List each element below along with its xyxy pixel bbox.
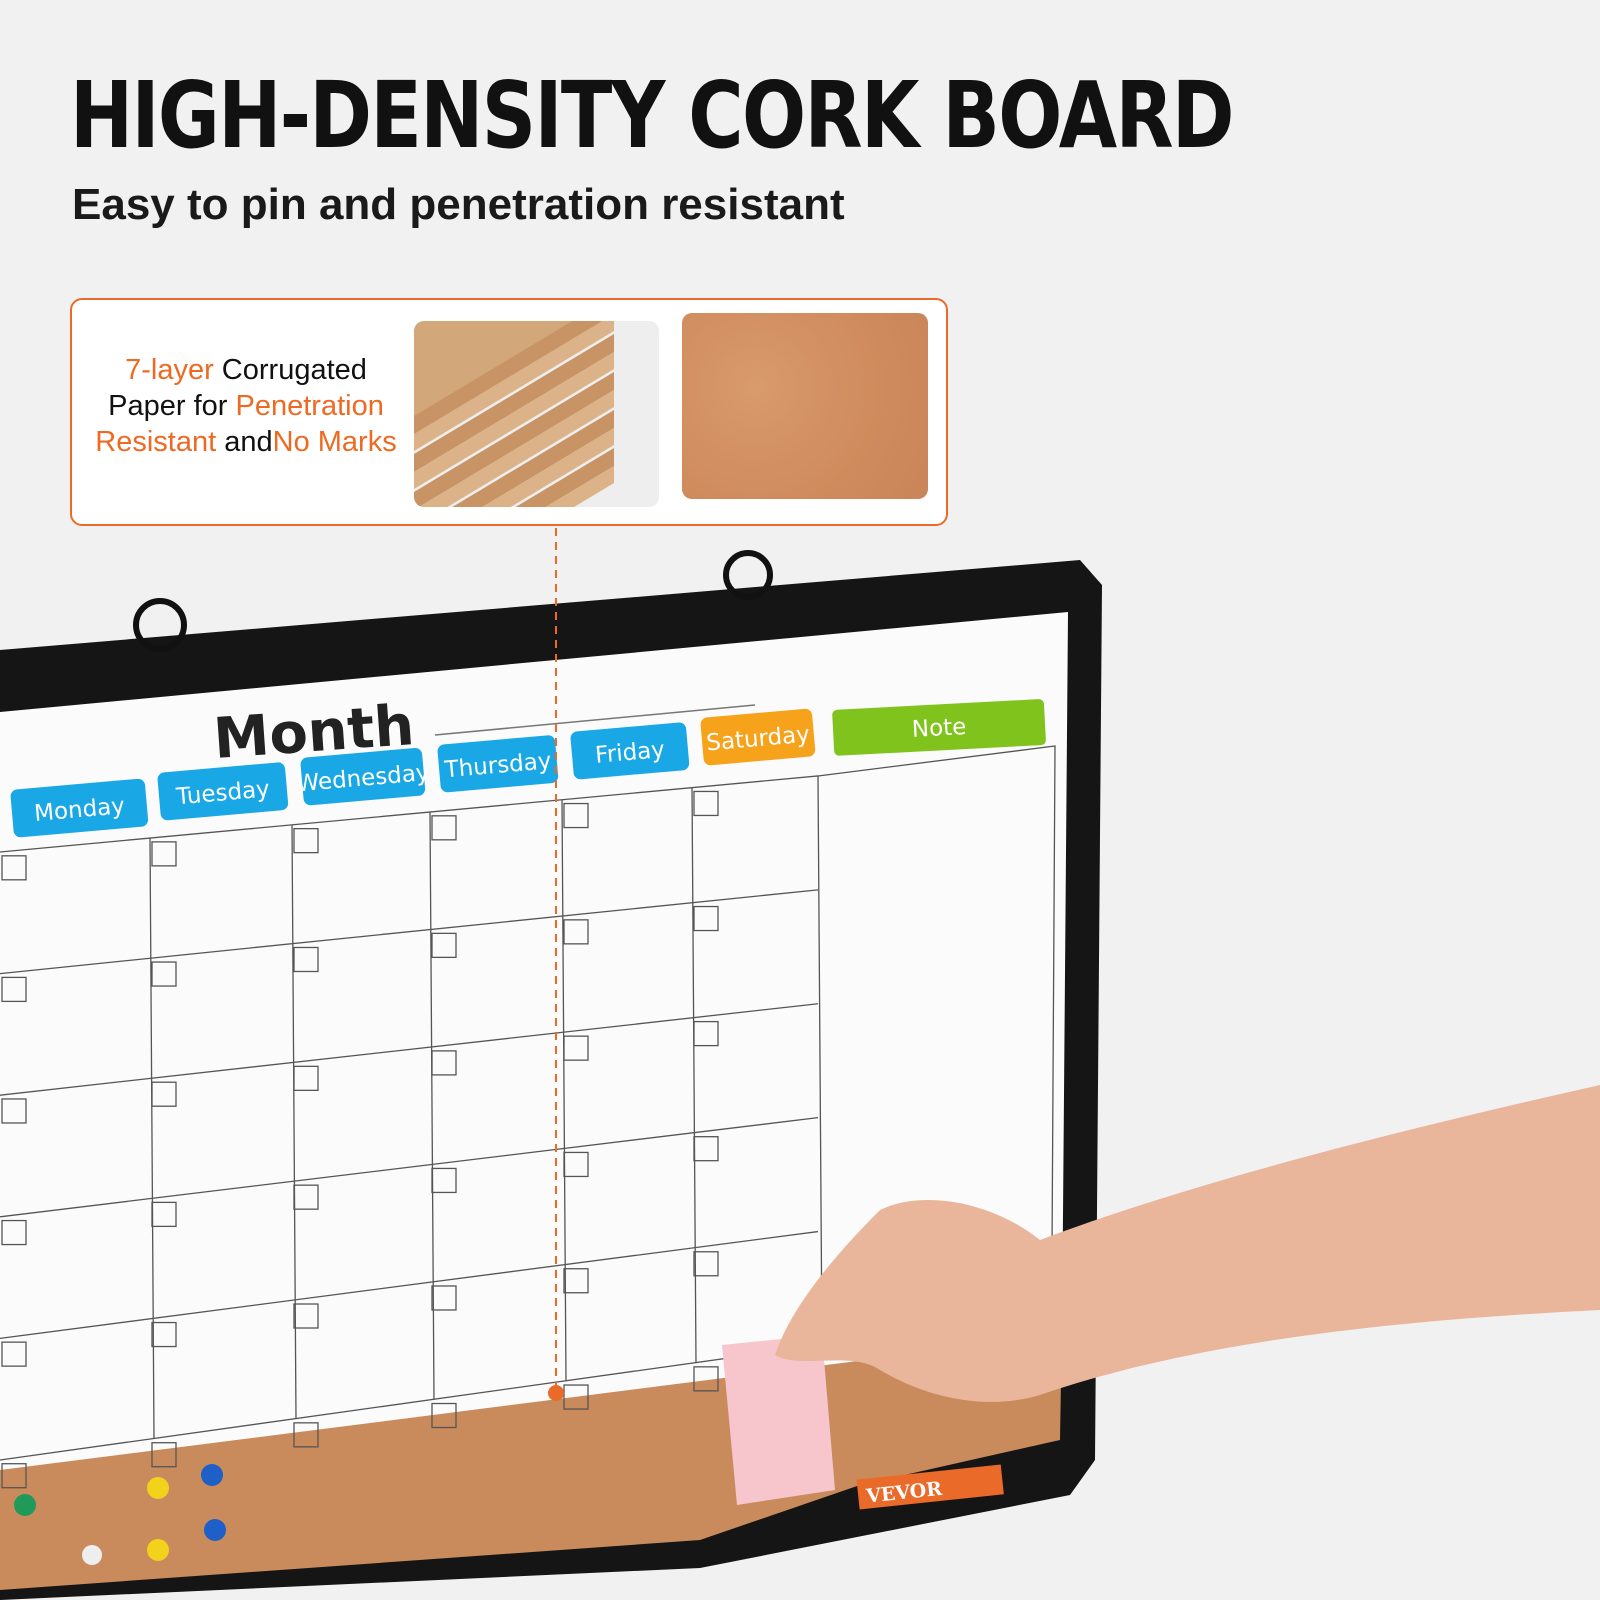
day-tab-saturday: Saturday	[700, 708, 816, 766]
day-tab-monday: Monday	[10, 778, 149, 838]
whiteboard	[0, 612, 1068, 1470]
callout-pointer-dot	[548, 1385, 564, 1401]
month-underline	[434, 704, 756, 736]
note-tab-label: Note	[911, 714, 967, 743]
callout-text: 7-layer Corrugated Paper for Penetration…	[95, 354, 397, 458]
corrugated-paper-image	[414, 321, 659, 507]
calendar-grid	[0, 745, 1056, 1489]
day-tab-label: Friday	[594, 737, 666, 769]
page-title: HIGH-DENSITY CORK BOARD	[70, 62, 1235, 169]
arm	[775, 1085, 1600, 1402]
day-tab-wednesday: Wednesday	[296, 747, 430, 806]
day-tab-thursday: Thursday	[437, 735, 559, 793]
day-tab-tuesday: Tuesday	[157, 762, 289, 821]
day-tab-friday: Friday	[570, 722, 690, 780]
note-tab: Note	[832, 699, 1046, 756]
feature-callout: 7-layer Corrugated Paper for Penetration…	[70, 298, 948, 526]
hook-right	[723, 550, 773, 600]
cork-texture-image	[682, 313, 928, 499]
push-pins	[14, 1464, 226, 1565]
page-subtitle: Easy to pin and penetration resistant	[72, 180, 845, 229]
sticky-note	[722, 1335, 835, 1505]
hook-left	[133, 598, 187, 652]
brand-label: VEVOR	[856, 1464, 1004, 1510]
